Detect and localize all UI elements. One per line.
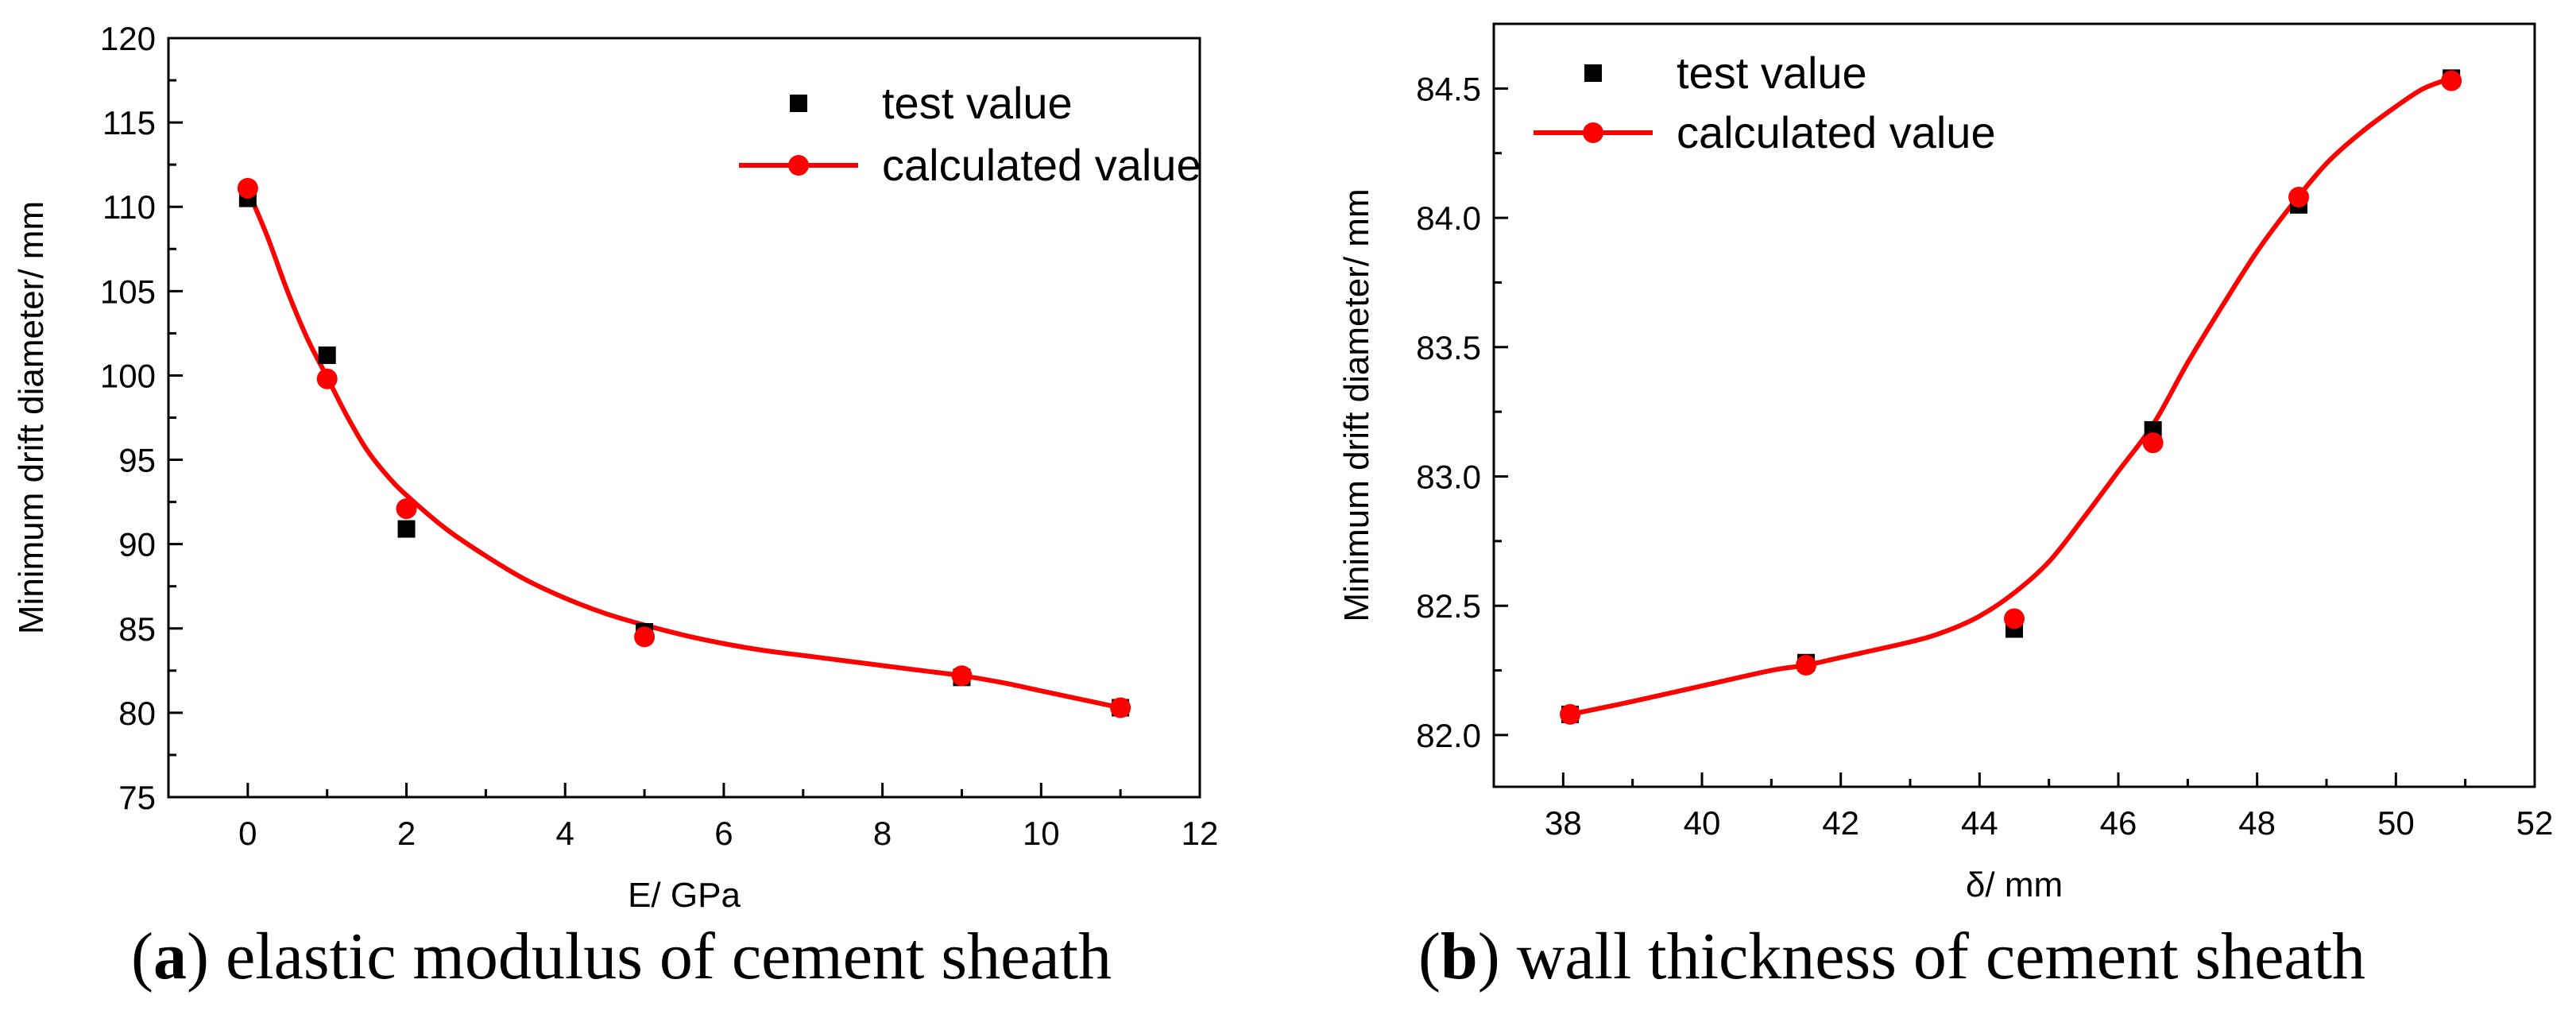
y-tick-label: 110 xyxy=(102,188,156,226)
caption-b-label: b xyxy=(1440,920,1478,993)
x-tick-label: 4 xyxy=(556,815,574,852)
x-tick-label: 6 xyxy=(714,815,733,852)
y-tick-label: 84.0 xyxy=(1416,199,1481,237)
calculated-value-point xyxy=(1560,703,1581,725)
x-tick-label: 44 xyxy=(1961,804,1998,842)
y-tick-label: 90 xyxy=(118,526,156,563)
calculated-value-line xyxy=(246,188,1121,710)
calculated-value-point xyxy=(2004,608,2025,629)
x-tick-label: 0 xyxy=(238,815,257,852)
y-tick-label: 75 xyxy=(118,779,156,816)
calculated-value-line xyxy=(1569,75,2453,717)
y-tick-label: 84.5 xyxy=(1416,70,1481,107)
y-tick-label: 83.0 xyxy=(1416,458,1481,495)
calculated-value-point xyxy=(316,368,338,389)
y-tick-label: 115 xyxy=(102,104,156,141)
legend-marker-circle xyxy=(1583,122,1603,143)
x-axis-label: E/ GPa xyxy=(628,876,741,915)
x-tick-label: 52 xyxy=(2516,804,2554,842)
x-tick-label: 10 xyxy=(1023,815,1060,852)
x-tick-label: 42 xyxy=(1822,804,1859,842)
y-tick-label: 105 xyxy=(100,273,156,310)
y-axis-label: Minimum drift diameter/ mm xyxy=(12,201,51,634)
calculated-value-point xyxy=(2142,432,2164,454)
calculated-value-point xyxy=(237,177,258,199)
x-tick-label: 46 xyxy=(2100,804,2137,842)
legend-label: test value xyxy=(882,78,1073,128)
x-tick-label: 50 xyxy=(2377,804,2415,842)
y-tick-label: 83.5 xyxy=(1416,329,1481,366)
caption-b: (b) wall thickness of cement sheath xyxy=(1418,920,2366,993)
x-tick-label: 48 xyxy=(2238,804,2276,842)
x-tick-label: 12 xyxy=(1182,815,1219,852)
x-tick-label: 8 xyxy=(873,815,892,852)
y-tick-label: 95 xyxy=(118,442,156,479)
legend-marker-square xyxy=(790,95,807,112)
chart-1: 38 40 42 44 46 48 50 52 82.0 82.5 83.0 83.5 84.0 84.5… xyxy=(1337,22,2554,904)
y-axis-label: Minimum drift diameter/ mm xyxy=(1337,188,1376,621)
calculated-value-point xyxy=(1110,697,1131,718)
y-tick-label: 82.0 xyxy=(1416,717,1481,754)
x-tick-label: 2 xyxy=(397,815,416,852)
calculated-value-point xyxy=(396,498,417,520)
caption-a: (a) elastic modulus of cement sheath xyxy=(131,920,1112,993)
test-value-point xyxy=(318,346,336,364)
legend: test value calculated value xyxy=(739,78,1201,190)
caption-b-text: wall thickness of cement sheath xyxy=(1499,920,2366,993)
legend-label: test value xyxy=(1677,48,1867,98)
legend-marker-circle xyxy=(788,155,809,176)
y-tick-label: 85 xyxy=(118,610,156,648)
y-tick-label: 82.5 xyxy=(1416,587,1481,625)
calculated-value-point xyxy=(2441,70,2462,91)
caption-a-label: a xyxy=(153,920,187,993)
y-tick-label: 80 xyxy=(118,695,156,732)
caption-a-text: elastic modulus of cement sheath xyxy=(208,920,1112,993)
x-tick-label: 38 xyxy=(1545,804,1582,842)
calculated-value-point xyxy=(634,626,656,648)
legend-label: calculated value xyxy=(882,140,1201,190)
calculated-value-point xyxy=(951,665,973,687)
x-tick-label: 40 xyxy=(1684,804,1721,842)
y-tick-label: 120 xyxy=(100,20,156,57)
plot-frame xyxy=(1492,22,2536,788)
legend-label: calculated value xyxy=(1677,107,1996,157)
calculated-value-point xyxy=(2288,187,2310,208)
chart-0: 0 2 4 6 8 10 12 75 80 85 90 95 100 105 110 115 120 E/ GPa… xyxy=(12,20,1218,915)
calculated-value-point xyxy=(1796,655,1816,676)
y-tick-label: 100 xyxy=(100,357,156,394)
legend: test value calculated value xyxy=(1534,48,1996,157)
x-axis-label: δ/ mm xyxy=(1966,865,2063,904)
test-value-point xyxy=(397,520,416,538)
legend-marker-square xyxy=(1584,64,1602,82)
